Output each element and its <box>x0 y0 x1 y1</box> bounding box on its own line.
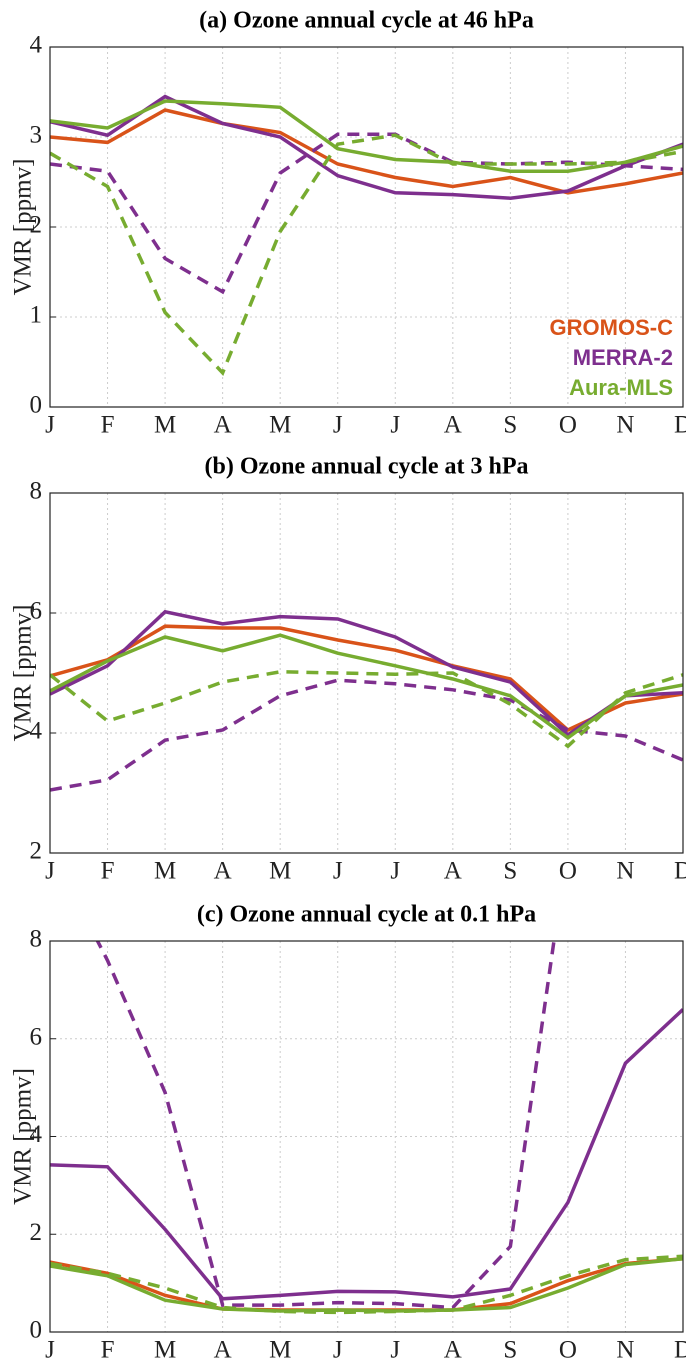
panel: (c) Ozone annual cycle at 0.1 hPa VMR [pp… <box>10 902 686 1364</box>
dashed-line <box>50 133 683 376</box>
y-tick-label: 4 <box>30 32 43 59</box>
y-tick-label: 3 <box>30 122 43 149</box>
x-tick-label: J <box>45 412 55 439</box>
line <box>50 94 683 200</box>
y-tick-label: 6 <box>30 598 43 625</box>
plot-frame <box>49 492 684 854</box>
x-tick-label: J <box>45 858 55 885</box>
y-axis-label: VMR [ppmv] <box>10 1068 37 1205</box>
line <box>50 609 683 738</box>
legend-entry: MERRA-2 <box>573 345 673 370</box>
y-tick-label: 0 <box>30 392 43 419</box>
plot-frame <box>49 46 684 408</box>
x-tick-label: A <box>444 858 462 885</box>
x-tick-label: S <box>503 858 517 885</box>
line <box>50 108 683 195</box>
y-tick-label: 4 <box>30 718 43 745</box>
x-tick-label: F <box>101 858 115 885</box>
line <box>50 1008 683 1301</box>
lines <box>50 94 683 376</box>
x-tick-label: D <box>674 1337 686 1364</box>
chart-title: (c) Ozone annual cycle at 0.1 hPa <box>197 902 536 928</box>
x-tick-label: N <box>616 1337 634 1364</box>
y-tick-label: 8 <box>30 926 43 953</box>
x-tick-label: J <box>333 858 343 885</box>
panel: (b) Ozone annual cycle at 3 hPa VMR [ppmv… <box>10 454 686 885</box>
line <box>50 1256 683 1312</box>
plot-frame <box>49 940 684 1333</box>
y-tick-label: 0 <box>30 1317 43 1344</box>
legend-entry: GROMOS-C <box>550 315 674 340</box>
dashed-line <box>50 1254 683 1315</box>
x-tick-label: M <box>269 412 291 439</box>
x-tick-label: O <box>559 412 577 439</box>
panel: (a) Ozone annual cycle at 46 hPa VMR [ppm… <box>10 8 686 439</box>
x-tick-label: N <box>616 412 634 439</box>
y-axis-label: VMR [ppmv] <box>10 159 37 296</box>
x-tick-label: A <box>214 412 232 439</box>
x-tick-label: D <box>674 858 686 885</box>
x-tick-label: F <box>101 412 115 439</box>
dashed-line <box>50 670 683 749</box>
x-tick-label: M <box>154 858 176 885</box>
x-tick-label: J <box>390 858 400 885</box>
x-tick-label: J <box>390 1337 400 1364</box>
dashed-line <box>50 678 683 792</box>
line <box>50 624 683 733</box>
x-tick-label: S <box>503 412 517 439</box>
lines <box>50 609 683 792</box>
y-tick-label: 4 <box>30 1121 43 1148</box>
y-tick-label: 8 <box>30 478 43 505</box>
x-tick-label: M <box>269 1337 291 1364</box>
y-tick-label: 1 <box>30 302 43 329</box>
x-tick-label: F <box>101 1337 115 1364</box>
y-tick-label: 2 <box>30 838 43 865</box>
x-tick-label: N <box>616 858 634 885</box>
x-tick-label: O <box>559 1337 577 1364</box>
x-tick-label: M <box>154 412 176 439</box>
x-tick-label: A <box>214 1337 232 1364</box>
line <box>50 1256 683 1313</box>
legend-entry: Aura-MLS <box>569 375 673 400</box>
dashed-line <box>95 941 556 1310</box>
x-tick-label: A <box>444 1337 462 1364</box>
y-axis-label: VMR [ppmv] <box>10 605 37 742</box>
dashed-line <box>50 132 683 295</box>
x-tick-label: J <box>390 412 400 439</box>
x-tick-label: A <box>444 412 462 439</box>
lines <box>50 941 683 1315</box>
x-tick-label: O <box>559 858 577 885</box>
x-tick-label: A <box>214 858 232 885</box>
x-tick-label: J <box>333 1337 343 1364</box>
line <box>50 99 683 173</box>
x-tick-label: M <box>154 1337 176 1364</box>
x-tick-label: M <box>269 858 291 885</box>
x-tick-label: S <box>503 1337 517 1364</box>
y-tick-label: 2 <box>30 1219 43 1246</box>
chart-title: (a) Ozone annual cycle at 46 hPa <box>199 8 534 34</box>
line <box>50 633 683 740</box>
y-tick-label: 2 <box>30 212 43 239</box>
x-tick-label: J <box>45 1337 55 1364</box>
x-tick-label: D <box>674 412 686 439</box>
x-tick-label: J <box>333 412 343 439</box>
y-tick-label: 6 <box>30 1023 43 1050</box>
chart-title: (b) Ozone annual cycle at 3 hPa <box>205 454 529 480</box>
